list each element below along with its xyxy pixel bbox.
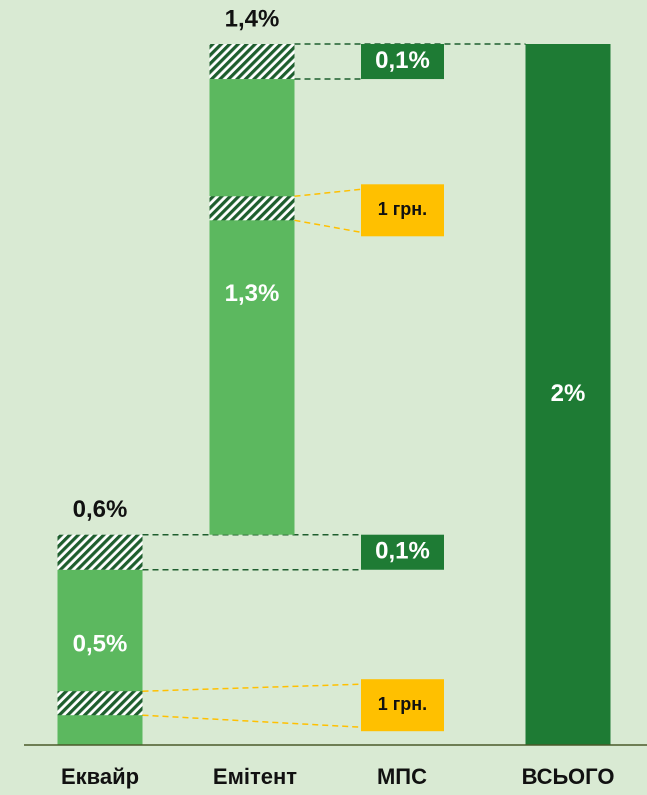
segment-label: 1,3%: [225, 280, 280, 307]
mps-fee-segment: [209, 44, 295, 80]
category-label: МПС: [377, 764, 427, 789]
segment-label: 0,5%: [73, 631, 128, 658]
connector: [294, 188, 362, 198]
mps-fee-label: 0,1%: [375, 47, 430, 74]
mps-fee-box: [361, 44, 444, 80]
fixed-fee-label: 1 грн.: [378, 199, 427, 219]
category-label: ВСЬОГО: [522, 764, 615, 789]
fixed-fee-box: [361, 184, 444, 237]
fixed-fee-box: [361, 679, 444, 732]
fixed-fee-band: [57, 691, 143, 716]
fixed-fee-band: [209, 196, 295, 221]
bar-segment: [57, 569, 143, 745]
bar-segment: [209, 79, 295, 535]
category-label: Еквайр: [61, 764, 139, 789]
total-bar-label: 2%: [551, 380, 586, 407]
mps-fee-box: [361, 534, 444, 570]
category-label: Емітент: [213, 764, 297, 789]
total-label: 1,4%: [225, 5, 280, 32]
connector: [142, 683, 362, 692]
connector: [294, 219, 362, 234]
mps-fee-segment: [57, 534, 143, 570]
fixed-fee-label: 1 грн.: [378, 694, 427, 714]
total-bar: [525, 44, 611, 745]
mps-fee-label: 0,1%: [375, 538, 430, 565]
connector: [142, 714, 362, 728]
total-label: 0,6%: [73, 496, 128, 523]
